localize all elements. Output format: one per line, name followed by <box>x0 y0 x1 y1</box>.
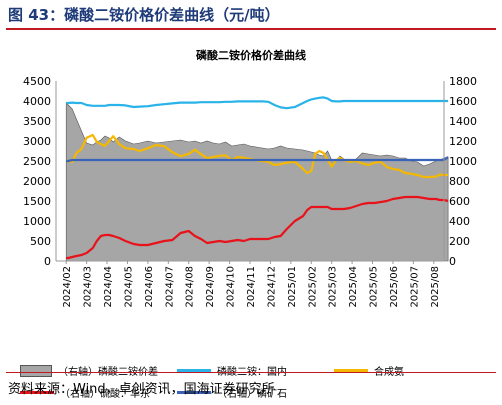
legend-label: 合成氨 <box>374 363 404 378</box>
legend-swatch <box>177 369 211 372</box>
x-tick-label: 2024/10 <box>226 266 237 308</box>
chart-svg: 磷酸二铵价格价差曲线 05001000150020002500300035004… <box>23 48 477 308</box>
x-tick-label: 2024/12 <box>266 266 277 308</box>
legend-swatch <box>334 369 368 372</box>
series-line-3 <box>66 195 449 260</box>
y-right-tick-label: 1400 <box>449 115 477 128</box>
y-left-tick-label: 2000 <box>23 175 51 188</box>
legend-item: 磷酸二铵：国内 <box>177 363 287 378</box>
y-right-tick-label: 1000 <box>449 155 477 168</box>
y-left-tick-label: 2500 <box>23 155 51 168</box>
y-left-tick-label: 3000 <box>23 135 51 148</box>
legend-swatch <box>20 364 52 377</box>
x-tick-label: 2025/01 <box>287 266 298 308</box>
legend-item: 合成氨 <box>334 363 404 378</box>
legend-label: （右轴）硫酸：华东 <box>60 389 150 400</box>
x-tick-label: 2024/06 <box>144 266 155 308</box>
x-tick-label: 2024/05 <box>123 266 134 308</box>
chart-container: 磷酸二铵价格价差曲线 0 500 1000 1500 2000 2500 3000 3500 4… <box>6 39 496 400</box>
series-line-1 <box>66 96 449 110</box>
x-tick-label: 2024/04 <box>103 266 114 308</box>
x-tick-label: 2025/02 <box>307 266 318 308</box>
y-right-tick-label: 200 <box>449 235 470 248</box>
y-left-tick-label: 4500 <box>23 75 51 88</box>
legend-label: （右轴）磷矿石 <box>217 389 287 400</box>
x-tick-label: 2024/11 <box>246 266 257 308</box>
figure-title: 图 43：磷酸二铵价格价差曲线（元/吨） <box>8 6 280 24</box>
legend-item: （右轴）磷矿石 <box>177 385 287 400</box>
legend-item: （右轴）磷酸二铵价差 <box>20 363 158 378</box>
x-tick-label: 2025/06 <box>389 266 400 308</box>
series-line-4 <box>66 156 449 163</box>
y-right-tick-label: 1600 <box>449 95 477 108</box>
x-tick-label: 2024/07 <box>164 266 175 308</box>
y-left-tick-label: 3500 <box>23 115 51 128</box>
legend-swatch <box>177 391 211 394</box>
y-left-tick-label: 0 <box>44 255 51 268</box>
x-tick-label: 2025/08 <box>430 266 441 308</box>
y-right-tick-label: 1200 <box>449 135 477 148</box>
x-tick-label: 2025/05 <box>369 266 380 308</box>
x-tick-label: 2024/08 <box>185 266 196 308</box>
chart-title: 磷酸二铵价格价差曲线 <box>196 48 306 62</box>
y-left-tick-label: 4000 <box>23 95 51 108</box>
y-left-tick-label: 1500 <box>23 195 51 208</box>
legend-label: 磷酸二铵：国内 <box>217 363 287 378</box>
source-note: 资料来源：Wind，卓创资讯，国海证券研究所 <box>8 382 275 397</box>
legend-item: （右轴）硫酸：华东 <box>20 385 150 400</box>
y-left-tick-label: 1000 <box>23 215 51 228</box>
x-tick-label: 2025/03 <box>328 266 339 308</box>
y-right-tick-label: 1800 <box>449 75 477 88</box>
title-divider <box>6 28 496 30</box>
x-tick-label: 2025/04 <box>348 266 359 308</box>
y-right-tick-label: 0 <box>449 255 456 268</box>
x-tick-label: 2025/07 <box>409 266 420 308</box>
source-divider <box>6 372 496 373</box>
x-tick-label: 2024/02 <box>62 266 73 308</box>
legend-swatch <box>20 391 54 394</box>
series-line-2 <box>66 133 449 179</box>
x-tick-label: 2024/09 <box>205 266 216 308</box>
series-area-spread <box>65 102 449 262</box>
x-tick-label: 2024/03 <box>83 266 94 308</box>
y-left-tick-label: 500 <box>30 235 51 248</box>
y-right-tick-label: 800 <box>449 175 470 188</box>
y-right-tick-label: 600 <box>449 195 470 208</box>
y-right-tick-label: 400 <box>449 215 470 228</box>
legend-label: （右轴）磷酸二铵价差 <box>58 363 158 378</box>
